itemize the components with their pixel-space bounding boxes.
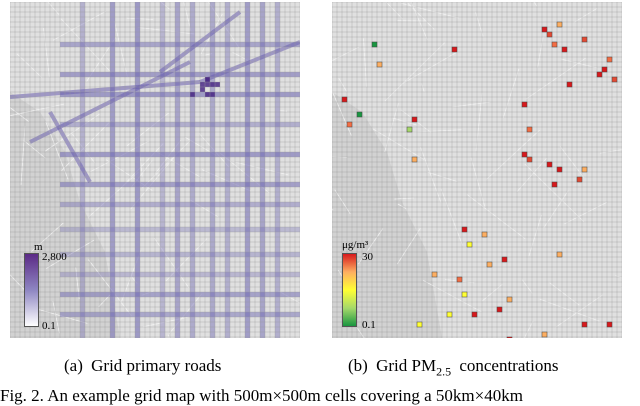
pm25-legend: μg/m³ 30 0.1 bbox=[340, 240, 400, 332]
caption-b: (b) Grid PM2.5 concentrations bbox=[348, 356, 558, 379]
caption-b-tail: concentrations bbox=[459, 356, 558, 375]
pm25-legend-unit: μg/m³ bbox=[342, 240, 368, 251]
caption-b-text: Grid PM bbox=[376, 356, 436, 375]
roads-legend-colorbar bbox=[24, 253, 39, 327]
figure-caption: Fig. 2. An example grid map with 500m×50… bbox=[0, 386, 523, 406]
pm25-legend-max: 30 bbox=[362, 252, 373, 263]
roads-legend-max: 2,800 bbox=[42, 252, 67, 263]
pm25-legend-min: 0.1 bbox=[362, 320, 376, 331]
caption-a: (a) Grid primary roads bbox=[64, 356, 221, 376]
pm25-map: μg/m³ 30 0.1 bbox=[332, 2, 622, 338]
roads-legend-min: 0.1 bbox=[42, 321, 56, 332]
caption-a-tag: (a) bbox=[64, 356, 83, 375]
caption-b-sub: 2.5 bbox=[436, 364, 451, 378]
roads-legend: m 2,800 0.1 bbox=[22, 242, 82, 332]
caption-a-text: Grid primary roads bbox=[91, 356, 221, 375]
pm25-legend-colorbar bbox=[342, 253, 357, 327]
caption-b-tag: (b) bbox=[348, 356, 368, 375]
primary-roads-map: m 2,800 0.1 bbox=[10, 2, 300, 338]
